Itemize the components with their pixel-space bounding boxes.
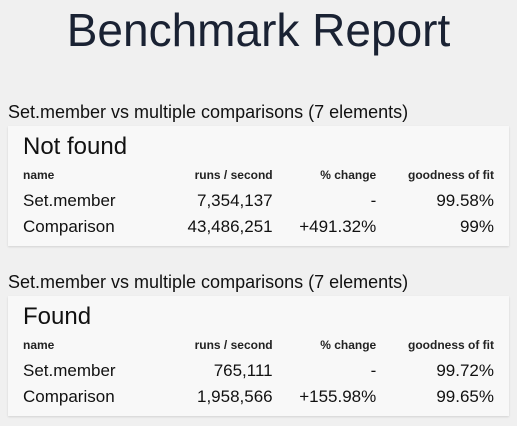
table-row: Comparison 1,958,566 +155.98% 99.65% bbox=[23, 384, 494, 410]
cell-fit: 99.72% bbox=[436, 361, 494, 380]
benchmark-section-not-found: Set.member vs multiple comparisons (7 el… bbox=[8, 102, 509, 246]
table-row: Comparison 43,486,251 +491.32% 99% bbox=[23, 214, 494, 240]
column-header-name: name bbox=[23, 168, 55, 182]
column-header-name: name bbox=[23, 338, 55, 352]
cell-name: Set.member bbox=[23, 361, 116, 380]
cell-change: +491.32% bbox=[299, 217, 377, 236]
cell-runs: 43,486,251 bbox=[187, 217, 273, 236]
cell-runs: 765,111 bbox=[213, 361, 273, 380]
cell-runs: 7,354,137 bbox=[196, 191, 273, 210]
column-header-change: % change bbox=[320, 168, 377, 182]
result-card: Found name runs / second % change goodne… bbox=[8, 296, 509, 416]
table-row: Set.member 7,354,137 - 99.58% bbox=[23, 188, 494, 214]
cell-runs: 1,958,566 bbox=[196, 387, 273, 406]
page-title: Benchmark Report bbox=[66, 4, 451, 56]
column-header-change: % change bbox=[320, 338, 377, 352]
cell-fit: 99.58% bbox=[436, 191, 494, 210]
card-title: Not found bbox=[23, 133, 128, 160]
cell-change: - bbox=[370, 191, 377, 210]
cell-fit: 99.65% bbox=[436, 387, 494, 406]
section-heading: Set.member vs multiple comparisons (7 el… bbox=[8, 102, 409, 122]
cell-name: Set.member bbox=[23, 191, 116, 210]
table-header-row: name runs / second % change goodness of … bbox=[23, 166, 494, 188]
table-row: Set.member 765,111 - 99.72% bbox=[23, 358, 494, 384]
cell-change: - bbox=[370, 361, 377, 380]
benchmark-section-found: Set.member vs multiple comparisons (7 el… bbox=[8, 272, 509, 416]
section-heading: Set.member vs multiple comparisons (7 el… bbox=[8, 272, 409, 292]
cell-name: Comparison bbox=[23, 387, 115, 406]
cell-name: Comparison bbox=[23, 217, 115, 236]
card-title: Found bbox=[23, 303, 92, 330]
results-table: name runs / second % change goodness of … bbox=[23, 336, 494, 410]
column-header-runs: runs / second bbox=[194, 338, 273, 352]
cell-change: +155.98% bbox=[299, 387, 377, 406]
column-header-runs: runs / second bbox=[194, 168, 273, 182]
table-header-row: name runs / second % change goodness of … bbox=[23, 336, 494, 358]
column-header-fit: goodness of fit bbox=[408, 168, 494, 182]
result-card: Not found name runs / second % change go… bbox=[8, 126, 509, 246]
cell-fit: 99% bbox=[459, 217, 494, 236]
column-header-fit: goodness of fit bbox=[408, 338, 494, 352]
results-table: name runs / second % change goodness of … bbox=[23, 166, 494, 240]
